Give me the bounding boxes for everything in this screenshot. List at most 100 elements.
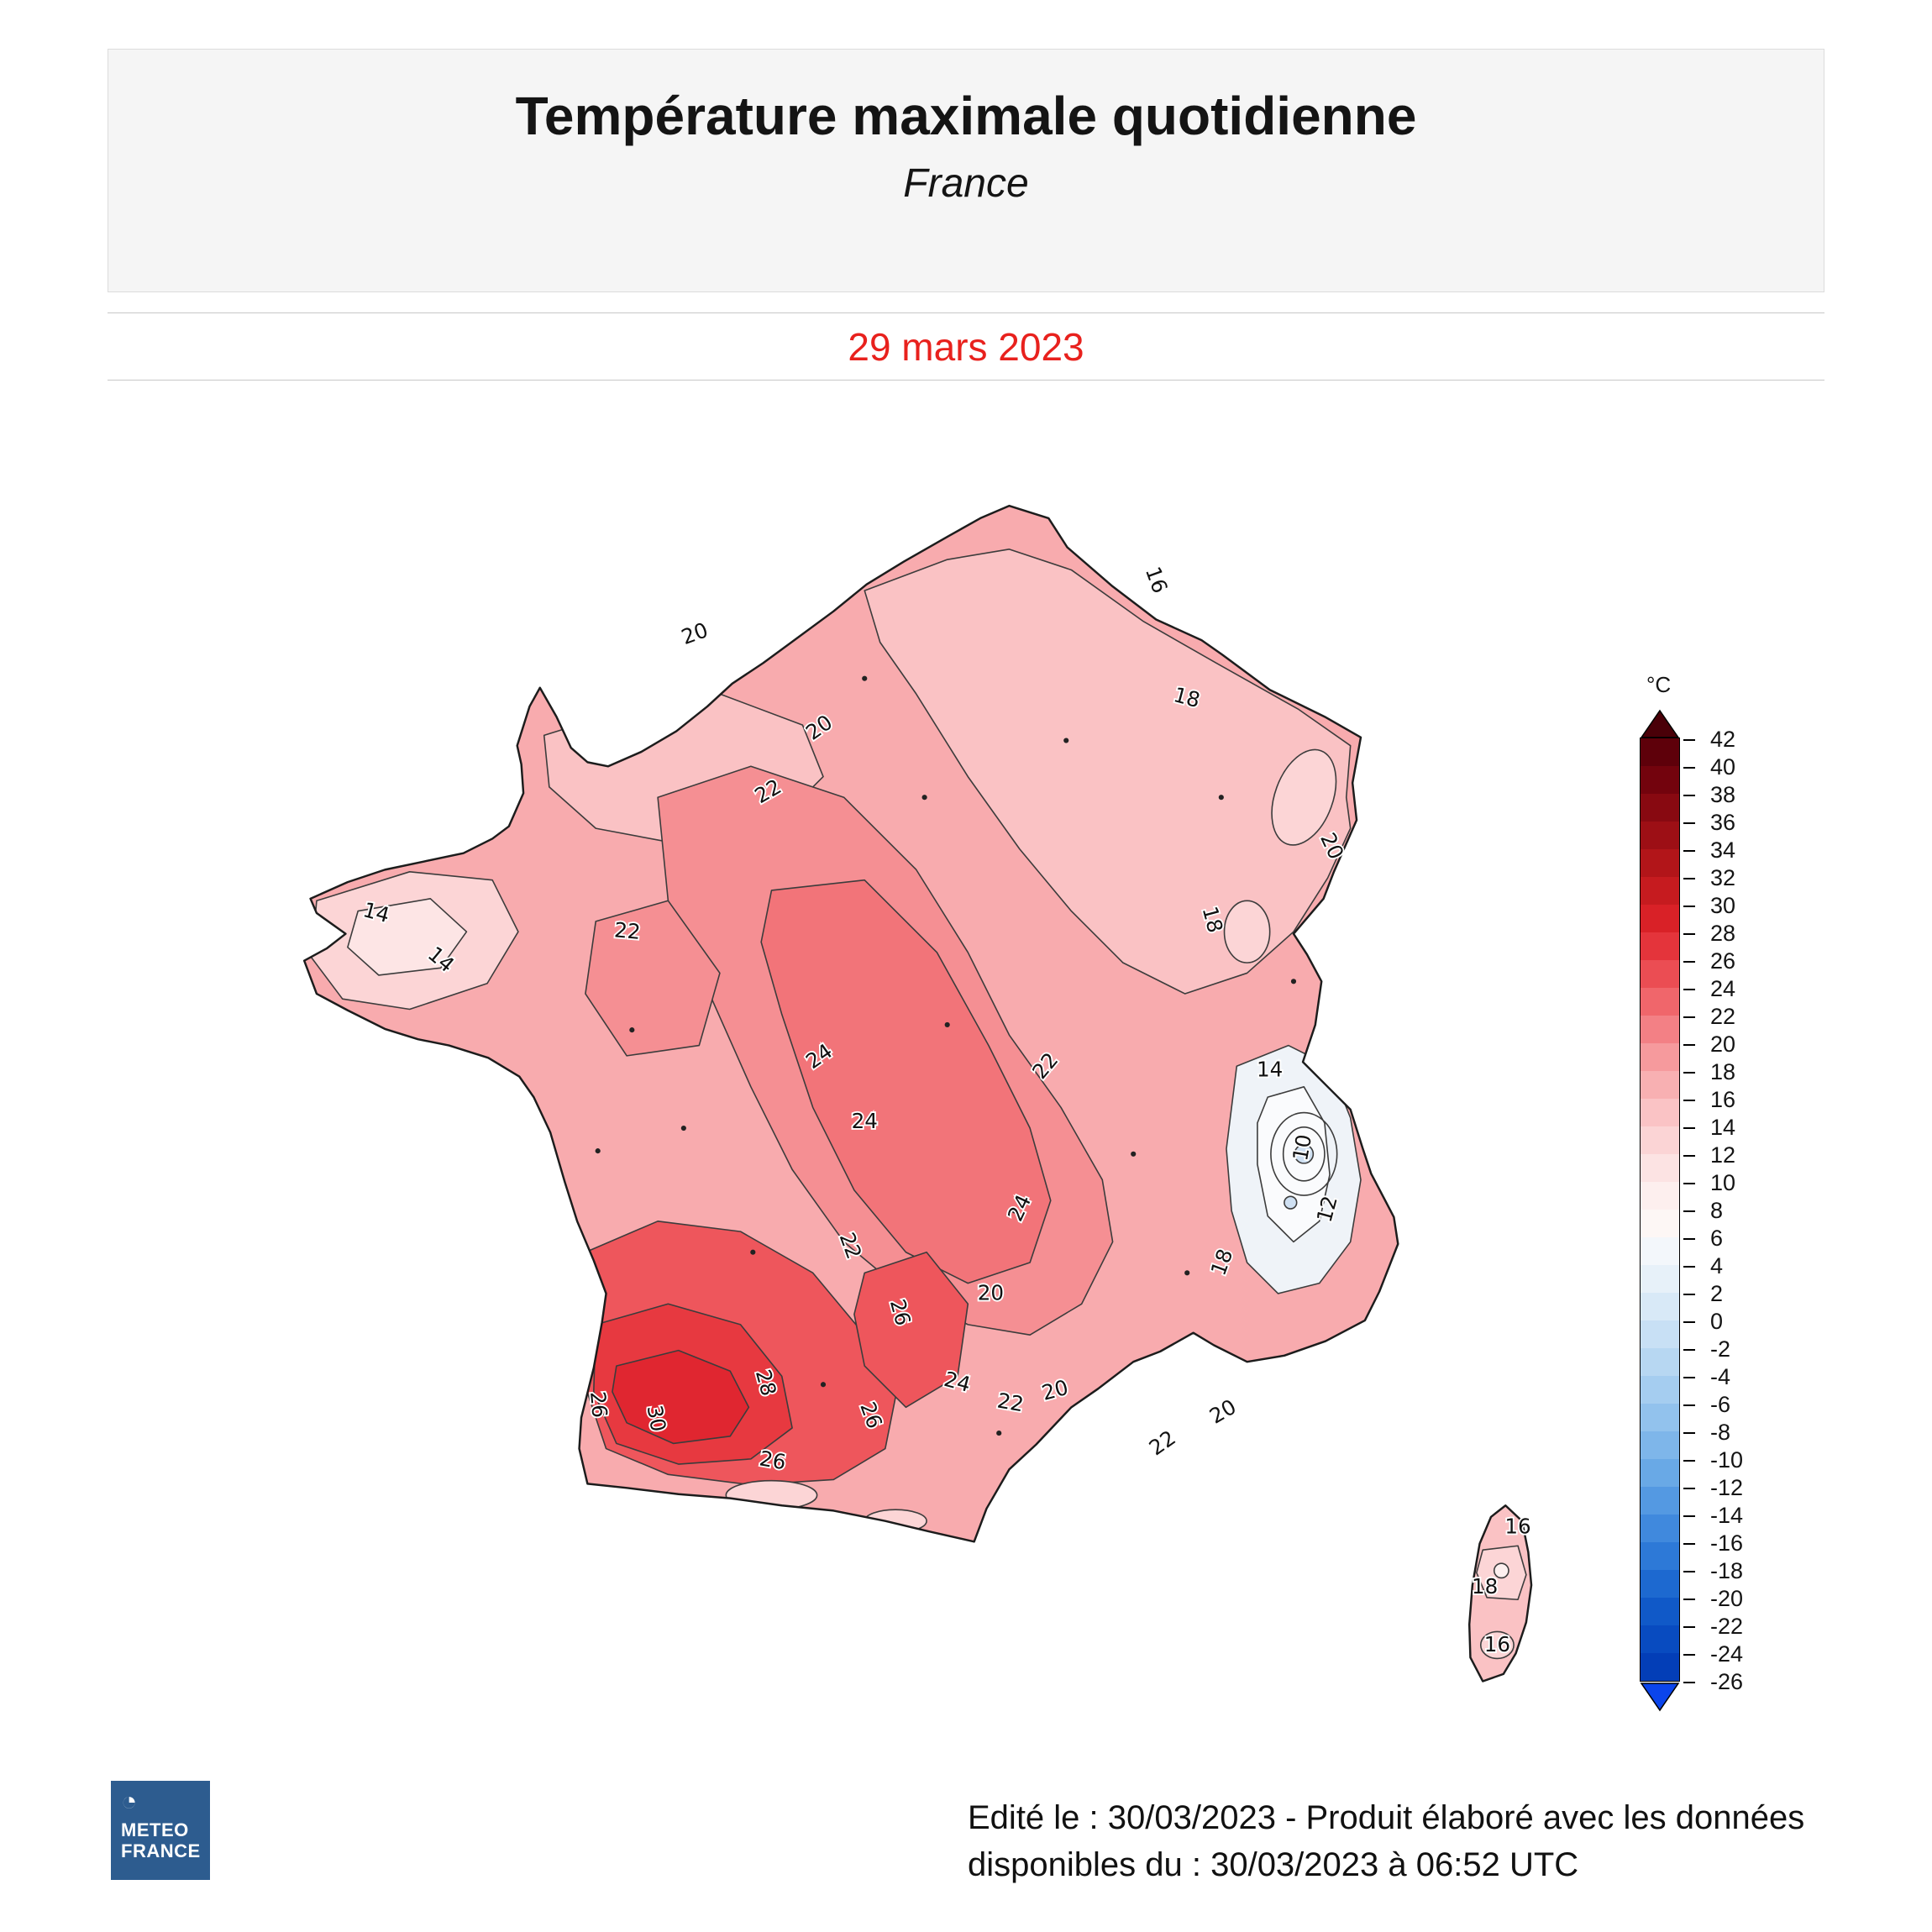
legend-band [1641,1598,1679,1625]
contour-label: 20 [978,1280,1004,1305]
legend-tick: 24 [1683,976,1735,1002]
region-18-northeast [864,549,1352,995]
tick-mark [1683,1071,1695,1074]
tick-mark [1683,1376,1695,1378]
colorbar-unit-label: °C [1646,672,1672,697]
legend-band [1641,849,1679,877]
tick-mark [1683,1016,1695,1018]
legend-band [1641,1126,1679,1154]
legend-tick: 16 [1683,1087,1735,1113]
legend-tick: 40 [1683,754,1735,780]
tick-mark [1683,1459,1695,1462]
tick-mark [1683,988,1695,990]
tick-mark [1683,1099,1695,1101]
tick-mark [1683,738,1695,741]
station-dots [595,675,1297,1436]
legend-tick: 10 [1683,1170,1735,1196]
legend-band [1641,988,1679,1016]
region-14-brittany [347,898,468,976]
legend-band [1641,1043,1679,1071]
legend-tick: 20 [1683,1032,1735,1058]
region-30-core [612,1349,750,1445]
legend-band [1641,738,1679,766]
tick-value: 14 [1710,1115,1736,1140]
legend-band [1641,1237,1679,1265]
tick-value: 22 [1710,1004,1736,1029]
tick-mark [1683,877,1695,879]
legend-tick: -10 [1683,1447,1743,1473]
legend-band [1641,1265,1679,1293]
tick-value: -4 [1710,1364,1731,1389]
region-16-northeast-a [1271,748,1337,846]
tick-value: 2 [1710,1281,1724,1306]
contour-label: 10 [1288,1132,1316,1163]
tick-value: -24 [1710,1641,1744,1667]
tick-value: 10 [1710,1170,1736,1195]
contour-label: 18 [1472,1574,1498,1599]
legend-tick: 12 [1683,1142,1735,1168]
tick-mark [1683,1043,1695,1046]
legend-band [1641,905,1679,932]
tick-value: 8 [1710,1198,1724,1223]
legend-tick: 26 [1683,948,1735,974]
legend-tick: 32 [1683,865,1735,891]
legend-tick: -8 [1683,1420,1730,1446]
france-temperature-contour-map: 2020161818201414222224242222241814101220… [302,504,1533,1683]
contour-label: 14 [1257,1058,1283,1082]
legend-band [1641,794,1679,822]
legend-tick: 4 [1683,1253,1723,1279]
legend-tick: 28 [1683,921,1735,947]
tick-value: -26 [1710,1669,1744,1694]
tick-mark [1683,1625,1695,1628]
legend-tick: -26 [1683,1669,1743,1695]
contour-label: 22 [995,1388,1026,1416]
tick-mark [1683,1237,1695,1240]
legend-tick: 8 [1683,1198,1723,1224]
legend-band [1641,960,1679,988]
tick-value: 18 [1710,1059,1736,1084]
tick-mark [1683,1404,1695,1406]
tick-value: 42 [1710,727,1736,752]
tick-value: -18 [1710,1558,1744,1583]
tick-value: -6 [1710,1392,1731,1417]
contour-label: 20 [1205,1394,1241,1429]
region-alps-coldest [1257,1086,1331,1243]
alps-cold-speck-b [1284,1195,1298,1210]
tick-value: -8 [1710,1420,1731,1445]
legend-tick: 22 [1683,1004,1735,1030]
tick-mark [1683,1348,1695,1351]
legend-tick: 30 [1683,893,1735,919]
tick-mark [1683,1681,1695,1683]
date-label: 29 mars 2023 [848,325,1084,369]
legend-band [1641,1348,1679,1376]
legend-band [1641,1099,1679,1126]
date-divider-bottom [108,380,1824,381]
legend-ticks: 42 40 38 36 34 32 30 28 26 24 22 20 18 16 14 12 10 8 6 4 2 0-… [1683,727,1848,1694]
legend-band [1641,877,1679,905]
legend-band [1641,1570,1679,1598]
date-divider-top [108,312,1824,313]
tick-mark [1683,822,1695,824]
tick-value: -2 [1710,1336,1731,1362]
legend-tick: -20 [1683,1586,1743,1612]
corsica-light-spot [1493,1562,1509,1579]
tick-mark [1683,1210,1695,1212]
edition-notice: Edité le : 30/03/2023 - Produit élaboré … [968,1794,1804,1888]
colorbar-arrow-down-icon [1640,1683,1680,1712]
legend-tick: -16 [1683,1530,1743,1557]
legend-band [1641,766,1679,794]
legend-tick: 42 [1683,727,1735,753]
legend-tick: 2 [1683,1281,1723,1307]
legend-band [1641,1625,1679,1653]
tick-value: 4 [1710,1253,1724,1278]
legend-band [1641,1154,1679,1182]
tick-value: 20 [1710,1032,1736,1057]
tick-value: -16 [1710,1530,1744,1556]
contour-label: 24 [852,1109,878,1133]
legend-band [1641,1210,1679,1237]
tick-mark [1683,1265,1695,1268]
region-16-northeast-b [1223,900,1271,963]
legend-band [1641,1487,1679,1515]
tick-mark [1683,1182,1695,1184]
contour-label: 20 [678,617,711,649]
